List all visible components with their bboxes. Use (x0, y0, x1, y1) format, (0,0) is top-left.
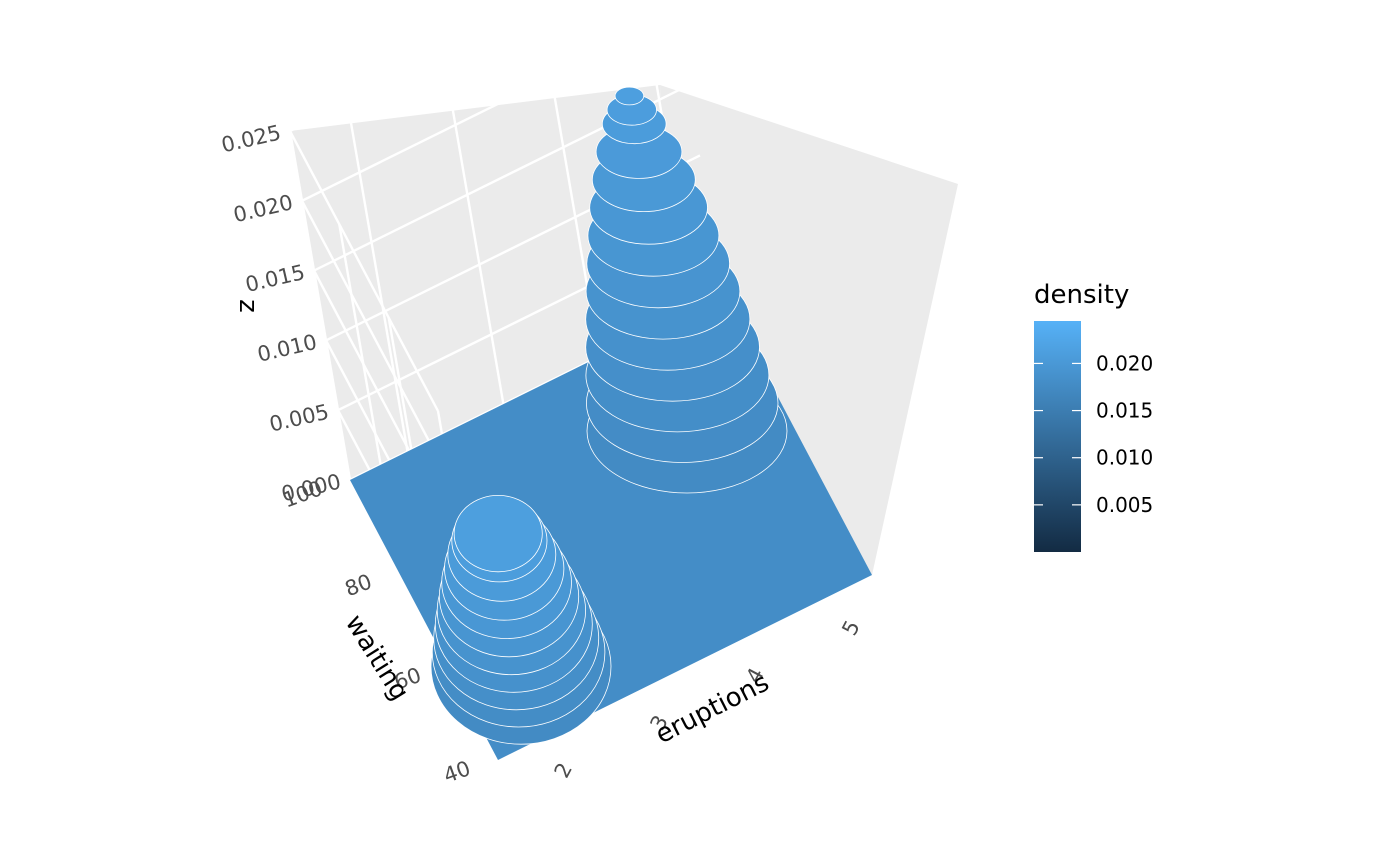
z-axis-title: z (233, 299, 263, 313)
z-grid-line (300, 14, 677, 482)
x-tick-label: 2 (550, 759, 577, 782)
color-legend: density 0.020 0.015 0.010 0.005 (1034, 280, 1153, 552)
legend-title: density (1034, 280, 1129, 310)
z-tick-label: 0.005 (267, 400, 331, 437)
legend-label: 0.010 (1096, 446, 1153, 470)
y-tick-label: 80 (342, 569, 375, 601)
legend-label: 0.015 (1096, 399, 1153, 423)
density-surface (350, 86, 872, 760)
y-tick-label: 40 (440, 756, 473, 788)
legend-colorbar (1034, 321, 1081, 552)
z-tick-label: 0.010 (255, 330, 319, 367)
peak-long-eruptions (585, 86, 788, 494)
contour-level (453, 494, 543, 573)
y-axis-title: waiting (339, 610, 415, 706)
contour-level (614, 86, 645, 106)
legend-ticks: 0.020 0.015 0.010 0.005 (1034, 351, 1153, 517)
z-tick-label: 0.015 (243, 260, 307, 297)
legend-label: 0.020 (1096, 351, 1153, 375)
legend-label: 0.005 (1096, 493, 1153, 517)
z-tick-label: 0.025 (219, 120, 283, 157)
x-tick-label: 5 (837, 616, 864, 639)
z-tick-label: 0.020 (231, 190, 295, 227)
x-axis-title: eruptions (651, 668, 774, 751)
z-grid-line (288, 0, 558, 412)
peak-short-eruptions (430, 494, 612, 745)
